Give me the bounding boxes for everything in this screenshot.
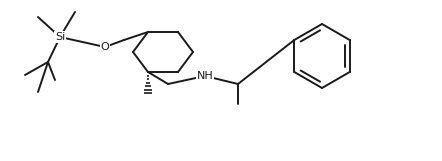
- Text: O: O: [101, 42, 109, 52]
- Text: NH: NH: [197, 71, 213, 81]
- Text: Si: Si: [55, 32, 65, 42]
